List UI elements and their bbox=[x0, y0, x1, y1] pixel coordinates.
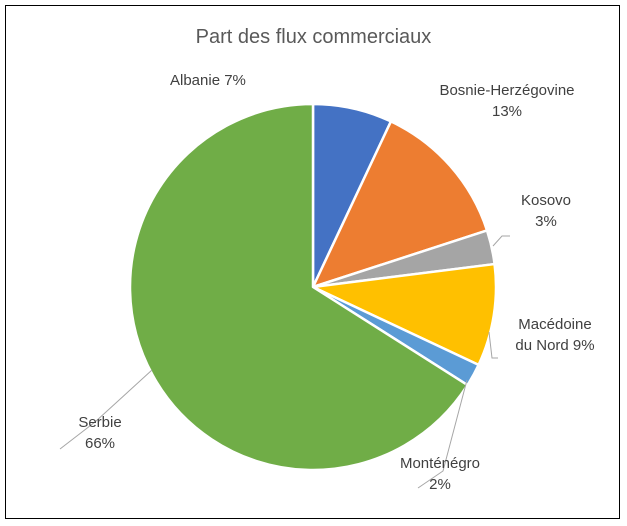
data-label-kosovo-name: Kosovo bbox=[520, 192, 572, 209]
data-label-bosnie-name: Bosnie-Herzégovine bbox=[439, 82, 575, 99]
data-label-bosnie-value: 13% bbox=[491, 103, 523, 120]
pie-slice-serbie bbox=[128, 102, 469, 472]
leader-line-macedoine bbox=[488, 331, 498, 359]
data-label-montenegro-name: Monténégro bbox=[399, 455, 481, 472]
data-label-macedoine-name: Macédoine bbox=[518, 316, 592, 333]
data-label-serbie: Serbie 66% bbox=[60, 412, 140, 454]
leader-line-serbie bbox=[59, 369, 153, 450]
pie-slice-bosnie-herz-govine bbox=[311, 120, 489, 289]
data-label-serbie-value: 66% bbox=[84, 435, 116, 452]
chart-title: Part des flux commerciaux bbox=[195, 26, 432, 48]
data-label-macedoine: Macédoine du Nord 9% bbox=[500, 314, 610, 356]
data-label-montenegro-value: 2% bbox=[429, 476, 451, 493]
data-label-kosovo-value: 3% bbox=[535, 213, 557, 230]
leader-line-kosovo bbox=[492, 235, 510, 247]
data-label-albanie: Albanie 7% bbox=[170, 70, 246, 91]
data-label-montenegro: Monténégro 2% bbox=[388, 453, 492, 495]
data-label-albanie-text: Albanie 7% bbox=[170, 72, 246, 89]
data-label-bosnie: Bosnie-Herzégovine 13% bbox=[422, 80, 592, 122]
pie-slice-mac-doine-du-nord bbox=[311, 262, 498, 367]
data-label-macedoine-value: du Nord 9% bbox=[515, 337, 595, 354]
data-label-serbie-name: Serbie bbox=[78, 414, 122, 431]
data-label-kosovo: Kosovo 3% bbox=[506, 190, 586, 232]
leader-line-montenegro bbox=[417, 379, 468, 489]
